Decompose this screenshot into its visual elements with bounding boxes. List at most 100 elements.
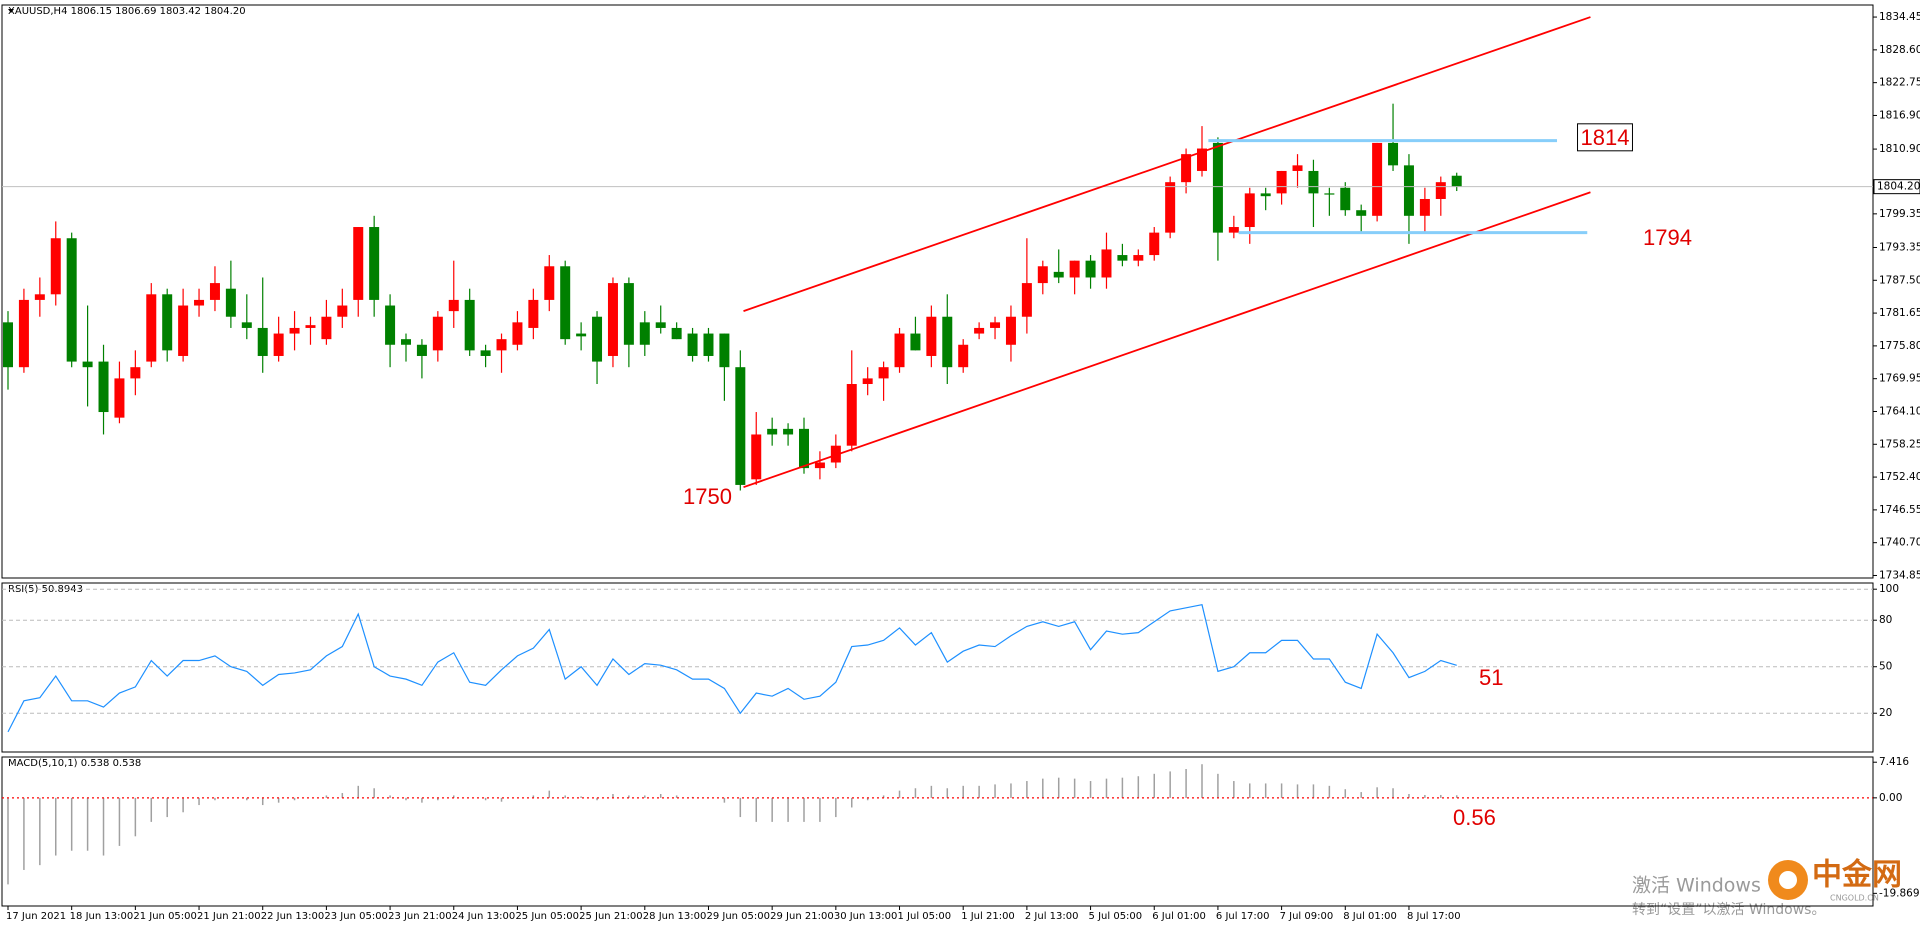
candle-body	[480, 350, 491, 356]
y-tick-label: 1740.70	[1879, 537, 1920, 549]
candle-body	[1069, 260, 1080, 278]
candle-body	[671, 327, 682, 340]
candle-body	[3, 322, 13, 368]
candle-body	[1324, 193, 1335, 195]
candle-body	[194, 299, 205, 306]
x-tick-label: 1 Jul 21:00	[961, 911, 1015, 922]
candle-body	[1037, 266, 1048, 284]
x-tick-label: 23 Jun 21:00	[388, 911, 452, 922]
candle-body	[18, 299, 29, 368]
x-tick-label: 29 Jun 21:00	[770, 911, 834, 922]
candle-body	[162, 294, 173, 351]
candle-body	[1435, 182, 1446, 199]
panel-title: MACD(5,10,1) 0.538 0.538	[8, 758, 141, 769]
y-tick-label: 1816.90	[1879, 109, 1920, 121]
candle-body	[432, 316, 443, 351]
candle-body	[1197, 148, 1207, 171]
candle-body	[1388, 142, 1399, 166]
candle-body	[814, 462, 825, 469]
candle-body	[337, 305, 348, 317]
panel-border	[1, 582, 1874, 753]
watermark-title: 激活 Windows	[1632, 875, 1761, 897]
candle-body	[1276, 170, 1287, 194]
x-tick-label: 29 Jun 05:00	[706, 911, 770, 922]
candle-body	[289, 327, 300, 334]
candle-body	[114, 378, 125, 418]
candle-body	[1403, 165, 1414, 216]
x-tick-label: 2 Jul 13:00	[1025, 911, 1079, 922]
x-tick-label: 21 Jun 05:00	[133, 911, 197, 922]
panel-border	[1, 756, 1874, 907]
candle-body	[544, 266, 555, 300]
candle-body	[592, 316, 603, 362]
candle-body	[687, 333, 698, 356]
candle-body	[560, 266, 571, 340]
candle-body	[655, 322, 666, 328]
candle-body	[878, 367, 889, 379]
y-tick-label: 1734.85	[1879, 569, 1920, 581]
candle-body	[1340, 187, 1351, 211]
x-tick-label: 8 Jul 01:00	[1343, 911, 1397, 922]
candle-body	[50, 238, 61, 295]
candle-body	[1053, 271, 1064, 278]
candle-body	[146, 294, 157, 362]
y-tick-label: 1810.90	[1879, 143, 1920, 155]
x-tick-label: 22 Jun 13:00	[261, 911, 325, 922]
candle-body	[130, 367, 141, 379]
candle-body	[401, 339, 411, 345]
candle-body	[1117, 255, 1128, 261]
candle-body	[528, 299, 539, 328]
panel-border	[1, 4, 1874, 579]
annotation: 1814	[1581, 125, 1630, 150]
x-tick-label: 1 Jul 05:00	[898, 911, 952, 922]
x-tick-label: 25 Jun 21:00	[579, 911, 643, 922]
x-tick-label: 6 Jul 17:00	[1216, 911, 1270, 922]
x-tick-label: 21 Jun 21:00	[197, 911, 261, 922]
last-price-box	[1873, 179, 1920, 195]
x-tick-label: 7 Jul 09:00	[1280, 911, 1334, 922]
annotation: 0.56	[1453, 805, 1496, 830]
candle-body	[623, 283, 634, 345]
annotation: 51	[1479, 665, 1503, 690]
y-tick-label: 1834.45	[1879, 11, 1920, 23]
candle-body	[735, 367, 746, 485]
trendline	[743, 191, 1591, 489]
candle-body	[958, 344, 969, 368]
candle-body	[576, 333, 587, 337]
annotation-box	[1577, 123, 1633, 152]
candle-body	[974, 327, 985, 334]
candle-body	[66, 238, 77, 362]
x-tick-label: 17 Jun 2021	[6, 911, 66, 922]
candle-body	[703, 333, 714, 356]
y-tick-label: 1764.10	[1879, 405, 1920, 417]
candle-body	[990, 322, 1001, 328]
candle-body	[1149, 232, 1160, 256]
logo-icon-inner	[1779, 871, 1797, 889]
candle-body	[98, 361, 109, 413]
x-tick-label: 25 Jun 05:00	[515, 911, 579, 922]
y-tick-label: 7.416	[1879, 756, 1909, 768]
candle-body	[767, 428, 778, 435]
candle-body	[894, 333, 905, 368]
x-tick-label: 5 Jul 05:00	[1089, 911, 1143, 922]
y-tick-label: 1758.25	[1879, 438, 1920, 450]
x-tick-label: 18 Jun 13:00	[70, 911, 134, 922]
y-tick-label: 100	[1879, 583, 1899, 595]
candle-body	[1260, 193, 1271, 197]
x-tick-label: 24 Jun 13:00	[452, 911, 516, 922]
candle-body	[1292, 165, 1303, 171]
y-tick-label: 1752.40	[1879, 471, 1920, 483]
candle-body	[1085, 260, 1096, 278]
candle-body	[1356, 210, 1367, 216]
candle-body	[369, 227, 380, 300]
candle-body	[321, 316, 332, 340]
candle-body	[178, 305, 189, 356]
y-tick-label: -19.869	[1879, 887, 1920, 899]
candle-body	[1005, 316, 1016, 345]
candle-body	[1244, 193, 1255, 228]
y-tick-label: 0.00	[1879, 792, 1902, 804]
candle-body	[353, 227, 364, 300]
candle-body	[1451, 175, 1462, 187]
y-tick-label: 1828.60	[1879, 44, 1920, 56]
trendline	[743, 16, 1591, 312]
